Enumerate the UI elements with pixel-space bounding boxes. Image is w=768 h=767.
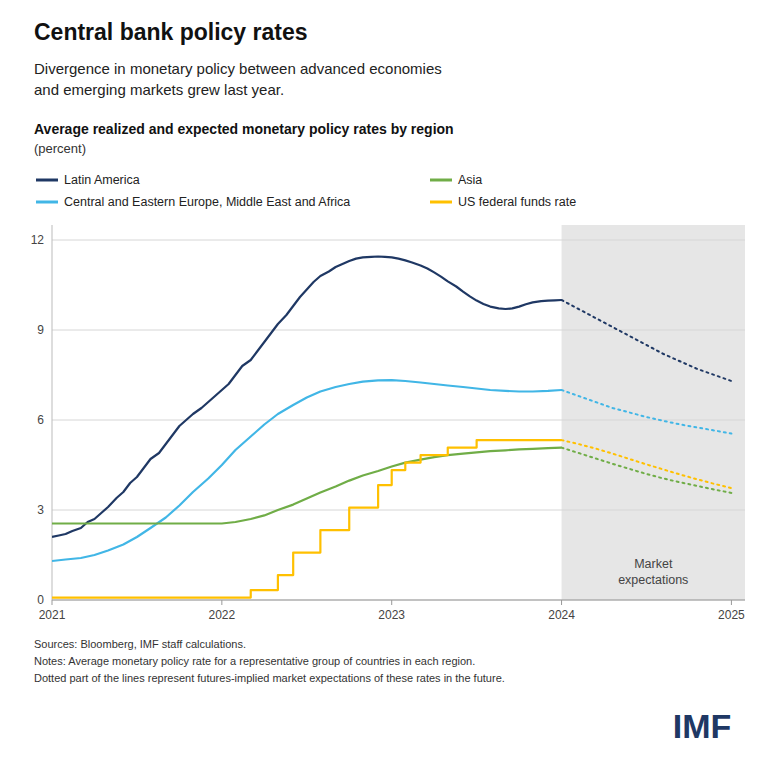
grid-line: [52, 600, 745, 601]
lines: [52, 257, 731, 598]
x-tick-label: 2023: [378, 608, 405, 622]
grid-line: [52, 510, 745, 511]
chart-subtitle: (percent): [34, 141, 86, 156]
expected-line: [562, 300, 732, 381]
legend-swatch: [36, 201, 58, 204]
x-tick: [52, 600, 53, 605]
x-tick: [561, 600, 562, 605]
x-tick: [221, 600, 222, 605]
region-label: Marketexpectations: [618, 557, 688, 587]
legend: Latin America Central and Eastern Europe,…: [36, 173, 576, 209]
legend-swatch: [36, 179, 58, 182]
legend-label: Latin America: [64, 173, 140, 187]
legend-label: US federal funds rate: [458, 195, 576, 209]
x-axis-line: [52, 600, 745, 601]
x-axis: 2021 2022 2023 2024 2025: [39, 600, 745, 622]
legend-label: Asia: [458, 173, 482, 187]
series-line: [52, 380, 562, 561]
x-tick-label: 2021: [39, 608, 66, 622]
legend-swatch: [430, 179, 452, 182]
y-tick-label: 9: [37, 323, 44, 337]
y-tick-label: 6: [37, 413, 44, 427]
chart-title: Average realized and expected monetary p…: [34, 121, 454, 137]
background: [0, 0, 768, 767]
x-tick-label: 2024: [548, 608, 575, 622]
series-line: [52, 440, 562, 597]
source-text: Sources: Bloomberg, IMF staff calculatio…: [34, 638, 505, 684]
grid-line: [52, 420, 745, 421]
shade-group: [562, 225, 745, 600]
y-tick-label: 12: [31, 233, 45, 247]
grid-line: [52, 240, 745, 241]
legend-swatch: [430, 201, 452, 204]
legend-label: Central and Eastern Europe, Middle East …: [64, 195, 350, 209]
y-axis-line: [52, 225, 53, 600]
expected-line: [562, 390, 732, 434]
subtitle: Divergence in monetary policy between ad…: [34, 60, 442, 98]
x-tick-label: 2022: [209, 608, 236, 622]
x-tick: [391, 600, 392, 605]
y-tick-label: 0: [37, 593, 44, 607]
forecast-region: [562, 225, 745, 600]
title: Central bank policy rates: [34, 19, 308, 45]
x-tick-label: 2025: [718, 608, 745, 622]
x-tick: [731, 600, 732, 605]
grid-line: [52, 330, 745, 331]
expected-line: [562, 440, 732, 488]
y-grid: 0 3 6 9 12: [31, 233, 745, 607]
expected-line: [562, 448, 732, 493]
series-line: [52, 448, 562, 524]
y-tick-label: 3: [37, 503, 44, 517]
logo: IMF: [673, 707, 732, 745]
